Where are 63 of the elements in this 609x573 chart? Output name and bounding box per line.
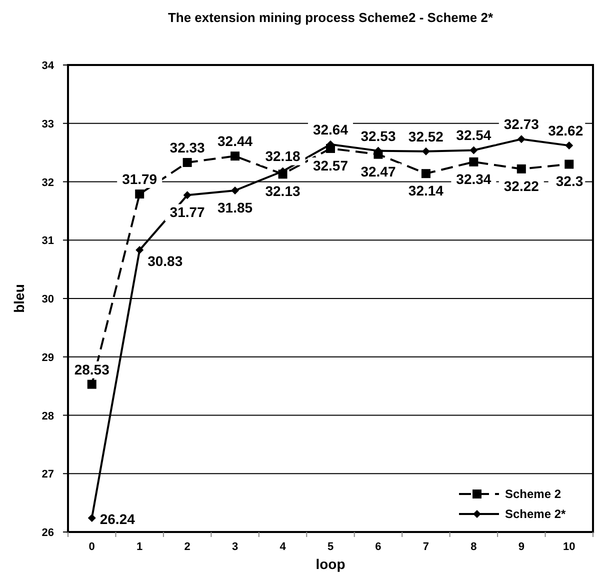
y-tick-label: 32 <box>42 176 54 189</box>
data-label: 32.62 <box>548 122 584 139</box>
y-tick-label: 33 <box>42 118 54 130</box>
point <box>182 158 192 167</box>
x-tick-label: 3 <box>232 541 238 553</box>
x-tick-label: 5 <box>327 541 334 553</box>
point <box>88 514 96 522</box>
x-tick-label: 4 <box>280 541 287 553</box>
y-axis-title: bleu <box>11 284 27 313</box>
y-tick-label: 26 <box>42 527 54 539</box>
point <box>516 164 526 174</box>
x-tick-label: 2 <box>184 541 190 553</box>
point <box>564 160 574 169</box>
data-label: 32.54 <box>456 127 492 144</box>
y-tick-label: 29 <box>42 352 54 364</box>
x-tick-label: 6 <box>375 541 382 553</box>
point <box>565 142 574 150</box>
data-label: 32.18 <box>265 148 300 164</box>
x-tick-label: 8 <box>470 541 477 553</box>
data-label: 32.73 <box>504 116 540 132</box>
data-label: 28.53 <box>74 361 110 378</box>
point <box>470 146 478 154</box>
point <box>469 157 478 166</box>
data-label: 32.3 <box>556 173 584 190</box>
y-tick-label: 34 <box>42 60 55 72</box>
x-tick-label: 10 <box>563 541 576 553</box>
chart-title: The extension mining process Scheme2 - Scheme 2* <box>168 10 494 25</box>
data-label: 32.14 <box>408 182 444 199</box>
x-tick-label: 1 <box>136 541 143 553</box>
data-label: 32.13 <box>265 183 300 200</box>
point <box>231 186 240 195</box>
legend-label: Scheme 2 <box>505 487 562 501</box>
y-tick-label: 28 <box>42 410 54 422</box>
point <box>230 152 240 161</box>
data-label: 32.57 <box>312 157 348 174</box>
point <box>87 380 96 389</box>
data-label: 31.77 <box>170 204 206 220</box>
y-tick-label: 27 <box>42 468 54 481</box>
data-label: 31.85 <box>218 200 253 216</box>
x-tick-label: 7 <box>422 541 430 553</box>
data-label: 30.83 <box>148 253 183 270</box>
x-tick-label: 9 <box>518 541 524 553</box>
legend-label: Scheme 2* <box>505 507 566 521</box>
point <box>422 147 430 156</box>
x-axis-title: loop <box>316 556 346 572</box>
data-label: 32.44 <box>218 133 253 150</box>
y-tick-label: 30 <box>42 294 54 306</box>
point <box>136 246 144 254</box>
point <box>183 191 192 200</box>
data-label: 26.24 <box>100 510 136 527</box>
point <box>517 135 526 144</box>
data-label: 31.79 <box>122 171 158 188</box>
data-label: 32.53 <box>360 128 396 144</box>
data-label: 32.64 <box>312 121 348 138</box>
point <box>135 190 144 199</box>
data-label: 32.34 <box>456 170 492 187</box>
data-label: 32.52 <box>408 128 444 144</box>
data-label: 32.47 <box>360 163 396 180</box>
y-tick-label: 31 <box>42 235 54 248</box>
data-label: 32.33 <box>170 139 206 156</box>
point <box>421 169 430 178</box>
data-label: 32.22 <box>504 178 540 194</box>
x-tick-label: 0 <box>88 541 95 553</box>
